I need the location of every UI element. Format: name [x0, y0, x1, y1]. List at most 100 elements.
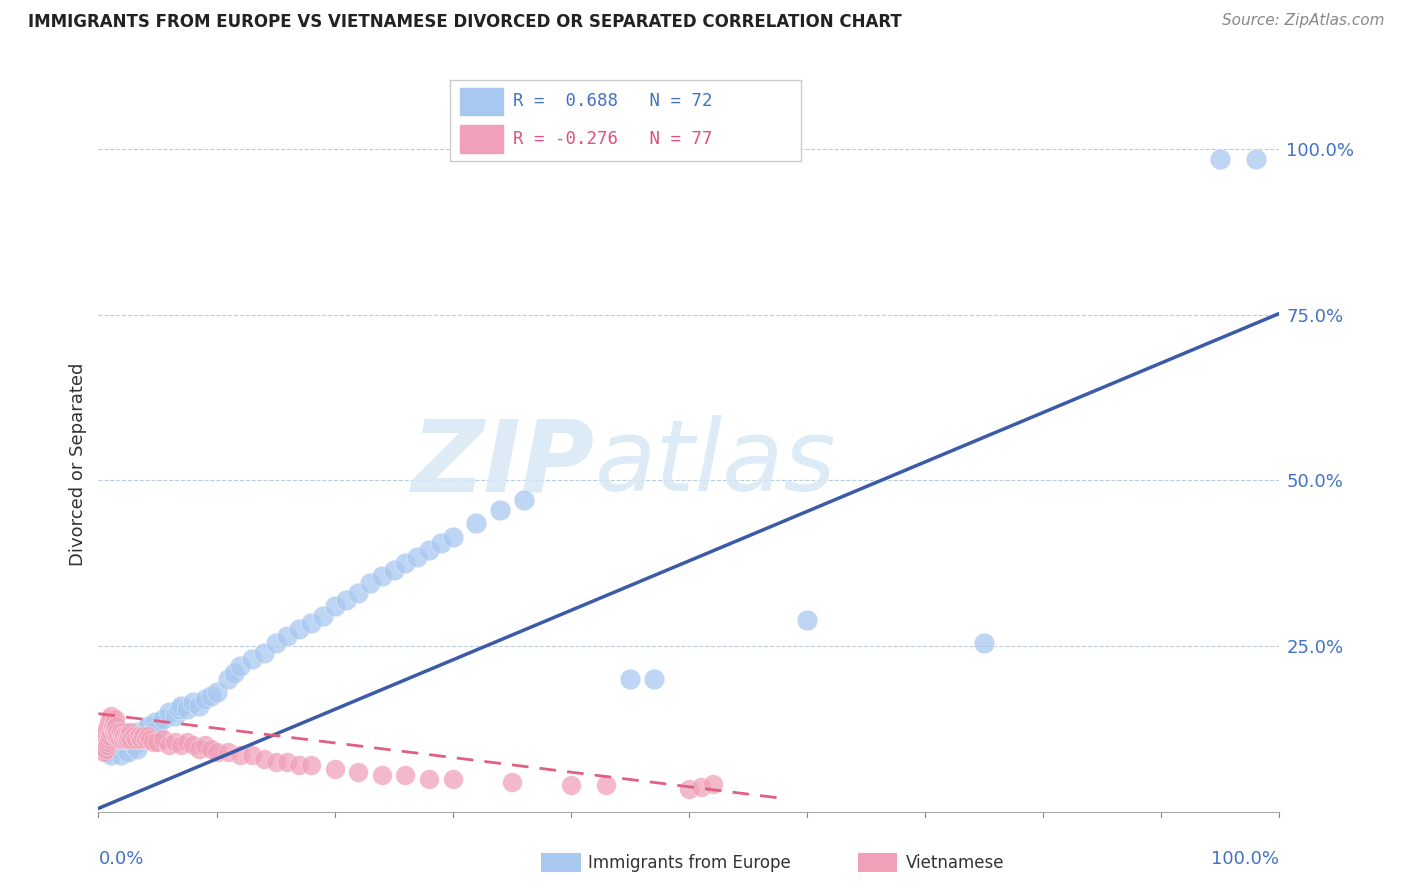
- Point: [125, 731, 148, 746]
- Point: [118, 729, 141, 743]
- Point: [217, 745, 239, 759]
- Point: [678, 781, 700, 796]
- Point: [347, 764, 370, 779]
- Point: [100, 708, 122, 723]
- Point: [104, 739, 127, 753]
- Point: [176, 735, 198, 749]
- Point: [619, 672, 641, 686]
- Bar: [461, 87, 503, 115]
- Point: [240, 652, 263, 666]
- Point: [101, 741, 124, 756]
- Point: [132, 731, 155, 746]
- Point: [108, 731, 131, 746]
- Point: [97, 745, 120, 759]
- Point: [121, 731, 143, 746]
- Point: [100, 725, 122, 739]
- Point: [101, 722, 124, 736]
- Point: [122, 729, 145, 743]
- Point: [312, 609, 335, 624]
- Point: [91, 731, 114, 746]
- Point: [181, 739, 204, 753]
- Point: [97, 735, 120, 749]
- Point: [135, 731, 157, 746]
- Point: [146, 722, 169, 736]
- Point: [253, 646, 276, 660]
- Point: [98, 725, 121, 739]
- Point: [110, 748, 132, 763]
- Point: [114, 731, 136, 746]
- Text: Immigrants from Europe: Immigrants from Europe: [588, 854, 790, 871]
- Point: [406, 549, 429, 564]
- Point: [501, 775, 523, 789]
- Point: [702, 777, 724, 791]
- Point: [167, 702, 190, 716]
- Point: [117, 731, 139, 746]
- Point: [112, 729, 135, 743]
- Text: R = -0.276   N = 77: R = -0.276 N = 77: [513, 130, 713, 148]
- Point: [117, 745, 139, 759]
- Text: ZIP: ZIP: [412, 416, 595, 512]
- Text: Source: ZipAtlas.com: Source: ZipAtlas.com: [1222, 13, 1385, 29]
- Point: [103, 715, 125, 730]
- Text: 100.0%: 100.0%: [1212, 850, 1279, 868]
- Point: [132, 729, 155, 743]
- Point: [101, 718, 124, 732]
- Point: [128, 729, 150, 743]
- Point: [98, 729, 121, 743]
- Point: [125, 725, 148, 739]
- Point: [430, 536, 453, 550]
- Point: [299, 615, 322, 630]
- Point: [689, 780, 711, 794]
- Text: IMMIGRANTS FROM EUROPE VS VIETNAMESE DIVORCED OR SEPARATED CORRELATION CHART: IMMIGRANTS FROM EUROPE VS VIETNAMESE DIV…: [28, 13, 901, 31]
- Point: [382, 563, 405, 577]
- Point: [91, 739, 114, 753]
- Point: [96, 739, 118, 753]
- Point: [127, 741, 149, 756]
- Point: [229, 659, 252, 673]
- Point: [359, 576, 381, 591]
- Point: [128, 729, 150, 743]
- Point: [643, 672, 665, 686]
- Point: [135, 722, 157, 736]
- Point: [105, 725, 128, 739]
- Point: [441, 530, 464, 544]
- Point: [93, 729, 115, 743]
- Point: [1244, 152, 1267, 166]
- Point: [112, 731, 135, 746]
- Point: [105, 735, 128, 749]
- Point: [115, 729, 138, 743]
- Point: [98, 731, 121, 746]
- Point: [108, 731, 131, 746]
- Point: [152, 731, 174, 746]
- Point: [394, 768, 416, 782]
- Point: [194, 692, 217, 706]
- Text: R =  0.688   N = 72: R = 0.688 N = 72: [513, 92, 713, 110]
- Point: [194, 739, 217, 753]
- Point: [118, 731, 141, 746]
- Point: [200, 741, 222, 756]
- Point: [103, 725, 125, 739]
- Point: [111, 729, 134, 743]
- Point: [94, 741, 117, 756]
- Point: [276, 755, 298, 769]
- Point: [224, 665, 246, 680]
- Point: [157, 739, 180, 753]
- Point: [97, 718, 120, 732]
- Point: [111, 739, 134, 753]
- Point: [288, 623, 311, 637]
- Point: [93, 745, 115, 759]
- Point: [187, 741, 209, 756]
- Point: [973, 636, 995, 650]
- Point: [104, 712, 127, 726]
- Point: [96, 722, 118, 736]
- Point: [105, 729, 128, 743]
- Point: [371, 768, 394, 782]
- Point: [205, 745, 228, 759]
- Y-axis label: Divorced or Separated: Divorced or Separated: [69, 362, 87, 566]
- Point: [240, 748, 263, 763]
- Point: [110, 725, 132, 739]
- Point: [107, 729, 129, 743]
- Point: [157, 706, 180, 720]
- Point: [264, 755, 287, 769]
- Point: [136, 729, 159, 743]
